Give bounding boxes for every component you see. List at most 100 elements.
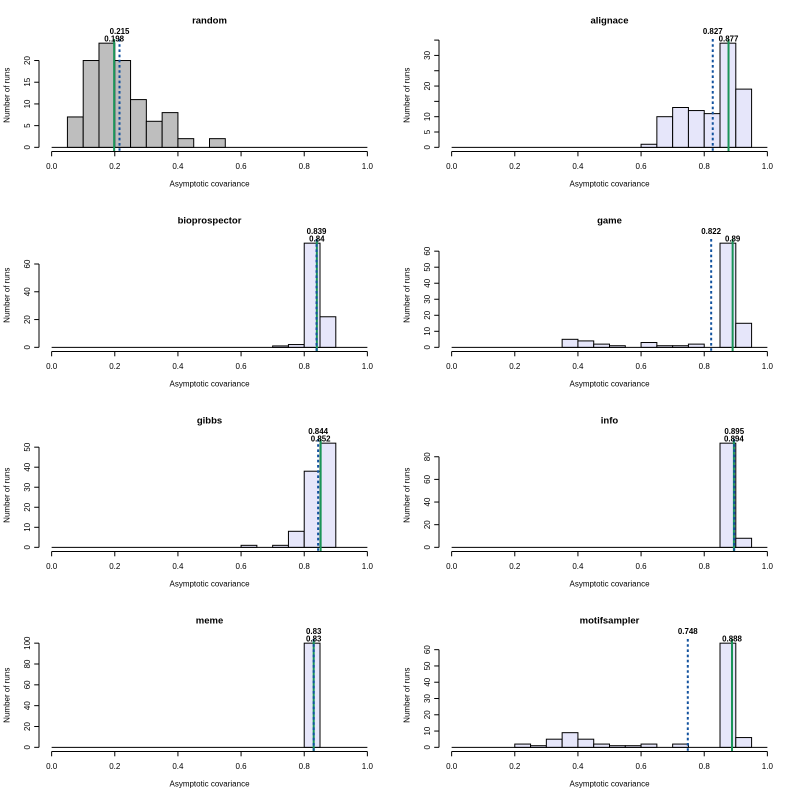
svg-text:0.822: 0.822 — [701, 227, 721, 236]
svg-text:Asymptotic covariance: Asymptotic covariance — [569, 380, 650, 389]
svg-text:0.8: 0.8 — [299, 562, 311, 571]
svg-text:0.8: 0.8 — [299, 162, 311, 171]
svg-text:20: 20 — [23, 502, 32, 511]
svg-text:bioprospector: bioprospector — [178, 215, 242, 226]
svg-text:Asymptotic covariance: Asymptotic covariance — [569, 180, 650, 189]
svg-text:0: 0 — [23, 745, 32, 750]
svg-text:0.748: 0.748 — [678, 627, 698, 636]
svg-text:1.0: 1.0 — [762, 362, 774, 371]
svg-text:10: 10 — [423, 726, 432, 735]
svg-text:0.2: 0.2 — [509, 562, 521, 571]
svg-text:info: info — [601, 415, 619, 426]
svg-text:20: 20 — [23, 315, 32, 324]
svg-text:50: 50 — [23, 442, 32, 451]
svg-text:1.0: 1.0 — [362, 562, 374, 571]
svg-text:Asymptotic covariance: Asymptotic covariance — [169, 780, 250, 789]
svg-text:0.6: 0.6 — [636, 162, 648, 171]
svg-text:10: 10 — [23, 522, 32, 531]
svg-text:40: 40 — [23, 462, 32, 471]
svg-text:10: 10 — [423, 326, 432, 335]
svg-text:1.0: 1.0 — [762, 762, 774, 771]
svg-text:gibbs: gibbs — [197, 415, 222, 426]
svg-text:Number of runs: Number of runs — [403, 668, 412, 723]
svg-text:0.4: 0.4 — [572, 362, 584, 371]
svg-text:0.844: 0.844 — [308, 427, 328, 436]
svg-text:0.2: 0.2 — [509, 762, 521, 771]
svg-text:20: 20 — [23, 56, 32, 65]
svg-text:0.198: 0.198 — [104, 35, 124, 44]
svg-text:Asymptotic covariance: Asymptotic covariance — [569, 580, 650, 589]
svg-text:50: 50 — [423, 661, 432, 670]
svg-text:0.89: 0.89 — [725, 235, 741, 244]
svg-text:random: random — [192, 15, 227, 26]
svg-text:0: 0 — [23, 345, 32, 350]
svg-text:0.8: 0.8 — [699, 562, 711, 571]
svg-text:15: 15 — [23, 77, 32, 86]
svg-text:0.2: 0.2 — [109, 162, 121, 171]
svg-text:20: 20 — [423, 81, 432, 90]
svg-text:0.215: 0.215 — [110, 27, 130, 36]
svg-text:1.0: 1.0 — [762, 162, 774, 171]
svg-text:0.827: 0.827 — [703, 27, 723, 36]
svg-text:80: 80 — [423, 452, 432, 461]
svg-text:40: 40 — [423, 677, 432, 686]
svg-text:60: 60 — [423, 645, 432, 654]
svg-text:30: 30 — [423, 694, 432, 703]
svg-text:Number of runs: Number of runs — [3, 468, 12, 523]
svg-text:60: 60 — [23, 680, 32, 689]
svg-text:0.8: 0.8 — [299, 362, 311, 371]
svg-text:Number of runs: Number of runs — [3, 68, 12, 123]
svg-text:0.0: 0.0 — [446, 162, 458, 171]
svg-text:0.2: 0.2 — [109, 362, 121, 371]
svg-text:0.877: 0.877 — [719, 35, 739, 44]
svg-text:0: 0 — [423, 545, 432, 550]
svg-text:40: 40 — [23, 287, 32, 296]
svg-text:0.0: 0.0 — [46, 562, 58, 571]
svg-text:0.0: 0.0 — [46, 162, 58, 171]
svg-text:0: 0 — [423, 745, 432, 750]
svg-text:0.0: 0.0 — [446, 362, 458, 371]
svg-text:0.6: 0.6 — [236, 762, 248, 771]
svg-text:0.2: 0.2 — [109, 762, 121, 771]
svg-text:80: 80 — [23, 659, 32, 668]
svg-text:0.888: 0.888 — [722, 635, 742, 644]
svg-text:0.2: 0.2 — [509, 362, 521, 371]
svg-text:40: 40 — [423, 497, 432, 506]
svg-text:30: 30 — [23, 482, 32, 491]
svg-text:0.0: 0.0 — [46, 762, 58, 771]
svg-text:Number of runs: Number of runs — [3, 268, 12, 323]
svg-text:0.839: 0.839 — [307, 227, 327, 236]
svg-text:40: 40 — [423, 278, 432, 287]
svg-text:20: 20 — [23, 722, 32, 731]
svg-text:Asymptotic covariance: Asymptotic covariance — [169, 580, 250, 589]
svg-text:0.4: 0.4 — [572, 162, 584, 171]
svg-text:60: 60 — [423, 246, 432, 255]
svg-text:20: 20 — [423, 310, 432, 319]
svg-text:0: 0 — [23, 545, 32, 550]
svg-text:Number of runs: Number of runs — [403, 68, 412, 123]
svg-text:0.4: 0.4 — [572, 562, 584, 571]
svg-text:game: game — [597, 215, 622, 226]
svg-text:30: 30 — [423, 50, 432, 59]
svg-text:0.6: 0.6 — [636, 762, 648, 771]
svg-text:60: 60 — [423, 474, 432, 483]
svg-text:0: 0 — [423, 145, 432, 150]
svg-text:Number of runs: Number of runs — [403, 468, 412, 523]
svg-text:0.6: 0.6 — [236, 562, 248, 571]
svg-text:30: 30 — [423, 294, 432, 303]
svg-text:0.852: 0.852 — [311, 435, 331, 444]
svg-text:0.6: 0.6 — [236, 362, 248, 371]
svg-text:5: 5 — [423, 129, 432, 134]
svg-text:1.0: 1.0 — [762, 562, 774, 571]
svg-text:0.2: 0.2 — [509, 162, 521, 171]
svg-text:5: 5 — [23, 123, 32, 128]
svg-text:1.0: 1.0 — [362, 162, 374, 171]
svg-text:0.8: 0.8 — [699, 362, 711, 371]
svg-text:0.894: 0.894 — [724, 435, 744, 444]
svg-text:0.84: 0.84 — [309, 235, 325, 244]
svg-text:0.4: 0.4 — [172, 762, 184, 771]
svg-text:40: 40 — [23, 701, 32, 710]
svg-text:0.2: 0.2 — [109, 562, 121, 571]
svg-text:Number of runs: Number of runs — [3, 668, 12, 723]
svg-text:1.0: 1.0 — [362, 762, 374, 771]
